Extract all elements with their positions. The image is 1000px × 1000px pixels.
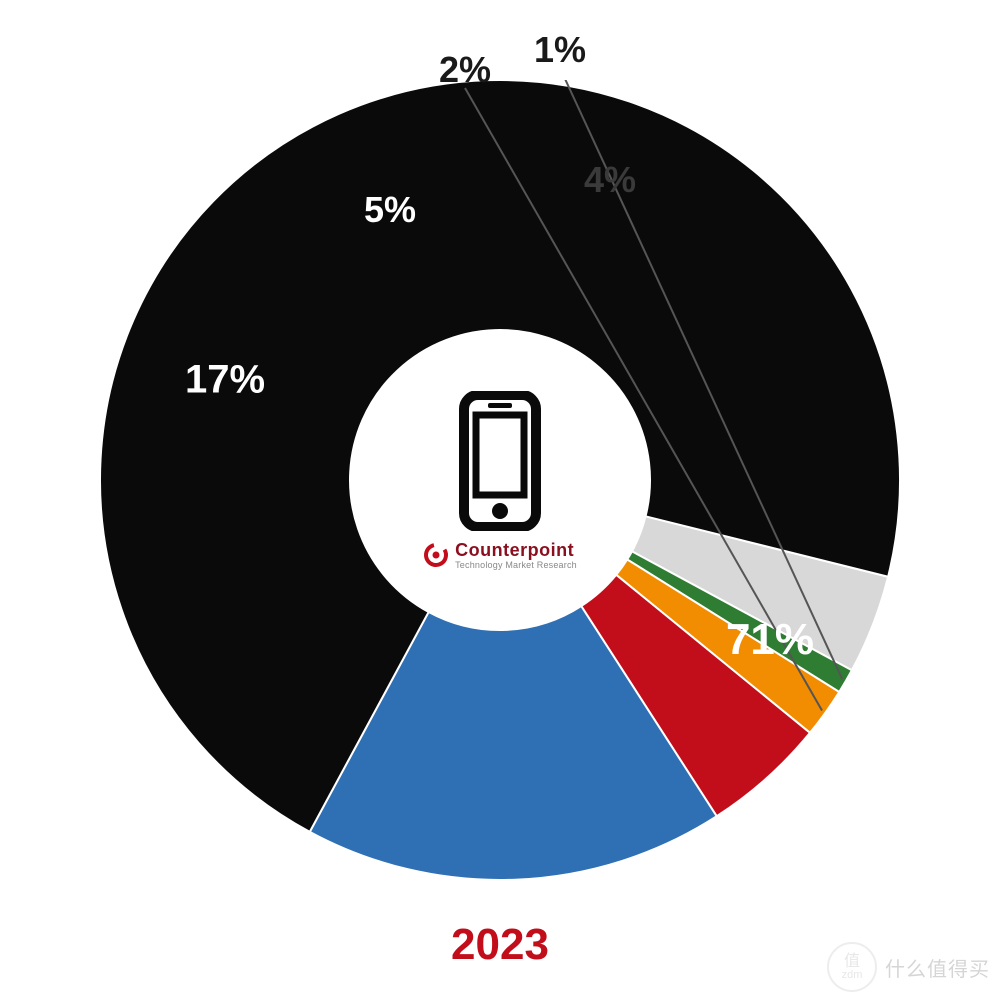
slice-label: 71%	[726, 615, 814, 665]
slice-label: 5%	[364, 189, 416, 231]
watermark-badge: 值 zdm	[827, 942, 877, 992]
slice-label: 1%	[534, 29, 586, 71]
chart-center-hub: Counterpoint Technology Market Research	[350, 330, 650, 630]
slice-label: 17%	[185, 358, 265, 403]
logo-icon	[423, 542, 449, 568]
slice-label: 2%	[439, 49, 491, 91]
counterpoint-logo: Counterpoint Technology Market Research	[423, 541, 577, 570]
year-label: 2023	[451, 920, 549, 970]
slice-label: 4%	[584, 159, 636, 201]
logo-title: Counterpoint	[455, 541, 577, 559]
watermark: 值 zdm 什么值得买	[827, 942, 990, 992]
watermark-text: 什么值得买	[885, 953, 990, 982]
donut-chart: Counterpoint Technology Market Research	[100, 80, 900, 880]
phone-icon	[450, 391, 550, 531]
logo-subtitle: Technology Market Research	[455, 561, 577, 570]
